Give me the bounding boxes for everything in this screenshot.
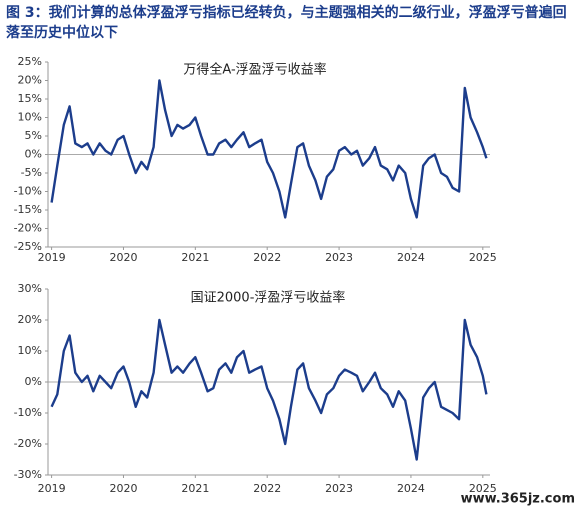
chart-title: 国证2000-浮盈浮亏收益率	[191, 290, 346, 306]
x-tick-label: 2022	[253, 251, 281, 264]
x-tick-label: 2019	[38, 251, 66, 264]
x-tick-label: 2021	[181, 482, 209, 495]
y-tick-label: 0%	[25, 148, 42, 161]
y-tick-label: -20%	[14, 222, 42, 235]
x-tick-label: 2020	[109, 251, 137, 264]
y-tick-label: -15%	[14, 203, 42, 216]
y-tick-label: -5%	[21, 166, 42, 179]
y-tick-label: 20%	[18, 74, 42, 87]
y-tick-label: 10%	[18, 344, 42, 357]
x-tick-label: 2025	[469, 482, 497, 495]
y-tick-label: -10%	[14, 185, 42, 198]
x-tick-label: 2024	[397, 251, 425, 264]
y-tick-label: -20%	[14, 437, 42, 450]
data-line	[50, 318, 488, 461]
y-tick-label: -10%	[14, 406, 42, 419]
y-tick-label: 10%	[18, 111, 42, 124]
y-tick-label: 20%	[18, 313, 42, 326]
x-tick-label: 2019	[38, 482, 66, 495]
x-tick-label: 2021	[181, 251, 209, 264]
y-tick-label: -30%	[14, 468, 42, 481]
x-tick-label: 2022	[253, 482, 281, 495]
x-tick-label: 2024	[397, 482, 425, 495]
figure-title: 图 3：我们计算的总体浮盈浮亏指标已经转负，与主题强相关的二级行业，浮盈浮亏普遍…	[6, 5, 567, 41]
x-tick-label: 2025	[469, 251, 497, 264]
y-tick-label: 30%	[18, 282, 42, 295]
y-tick-label: -25%	[14, 240, 42, 253]
chart-title: 万得全A-浮盈浮亏收益率	[183, 62, 326, 78]
y-tick-label: 25%	[18, 55, 42, 68]
y-tick-label: 0%	[25, 375, 42, 388]
x-tick-label: 2023	[325, 482, 353, 495]
y-tick-label: 5%	[25, 129, 42, 142]
x-tick-label: 2023	[325, 251, 353, 264]
data-line	[50, 79, 488, 219]
x-tick-label: 2020	[109, 482, 137, 495]
y-tick-label: 15%	[18, 92, 42, 105]
watermark: www.365jz.com	[461, 492, 575, 507]
